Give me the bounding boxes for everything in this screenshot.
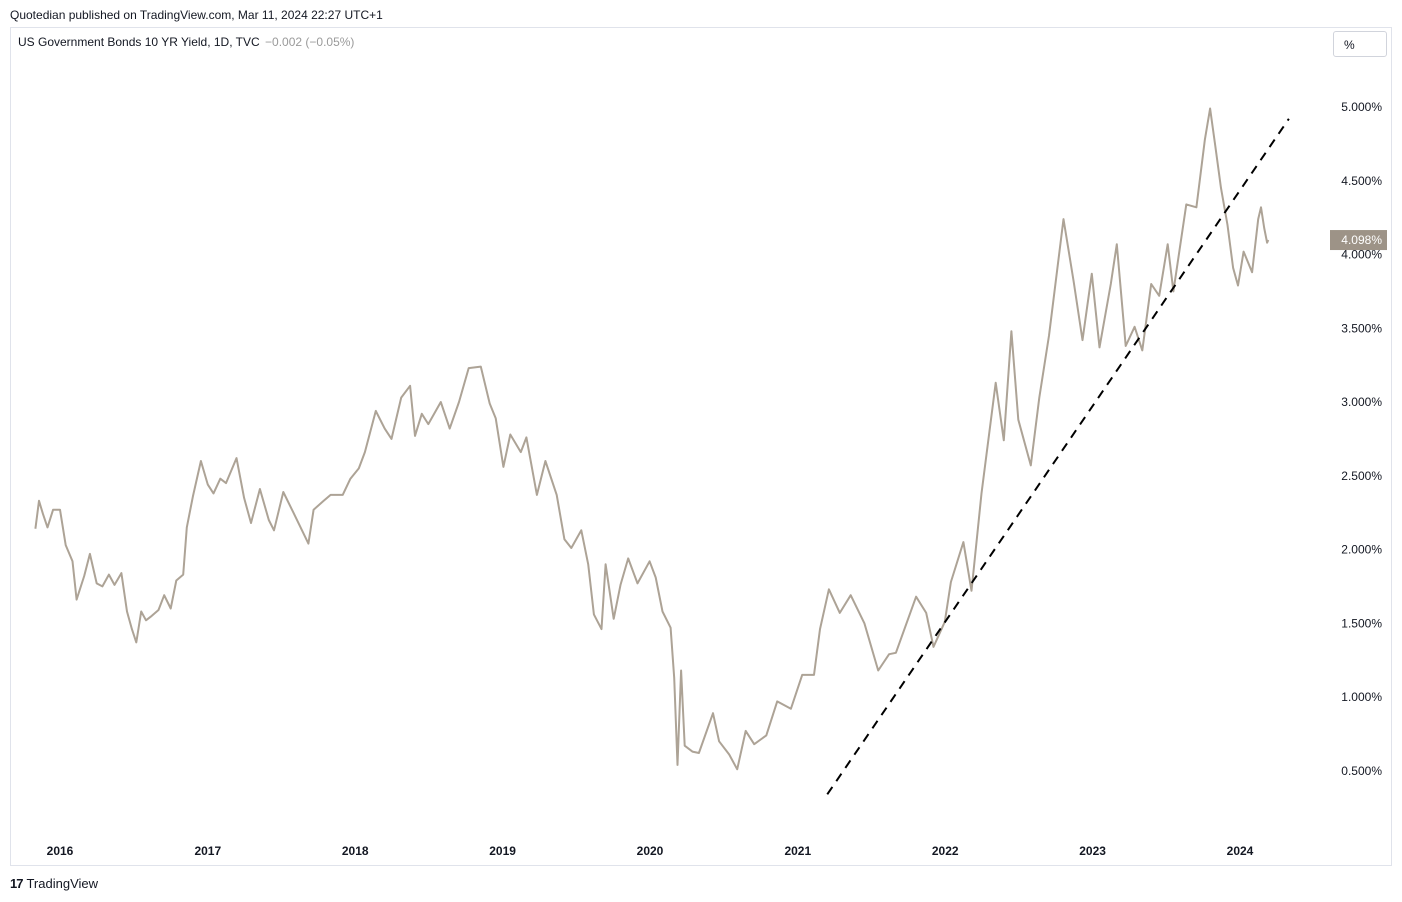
percent-scale-button[interactable]: % [1333, 31, 1387, 57]
x-tick-label: 2019 [489, 844, 516, 858]
chart-frame[interactable] [10, 27, 1392, 866]
y-tick-label: 3.000% [1341, 395, 1382, 409]
brand-name: TradingView [26, 876, 99, 891]
time-axis[interactable]: 2016 2017 2018 2019 2020 2021 2022 2023 2024 [47, 844, 1254, 858]
y-tick-label: 1.500% [1341, 616, 1382, 630]
x-tick-label: 2016 [47, 844, 74, 858]
last-price-group: 4.098% [1330, 230, 1387, 251]
tradingview-logo-icon: 17 [10, 876, 24, 891]
symbol-title: US Government Bonds 10 YR Yield, 1D, TVC [18, 35, 260, 49]
y-tick-label: 3.500% [1341, 321, 1382, 335]
last-price-badge [1330, 230, 1387, 251]
series-line-0 [34, 107, 1270, 771]
footer-branding[interactable]: 17 TradingView [10, 876, 98, 891]
price-axis[interactable]: 0.500% 1.000% 1.500% 2.000% 2.500% 3.000% 3.50… [1341, 100, 1382, 778]
x-tick-label: 2024 [1227, 844, 1254, 858]
x-tick-label: 2017 [194, 844, 221, 858]
trendline-group[interactable] [826, 118, 1290, 795]
x-tick-label: 2021 [784, 844, 811, 858]
published-info: Quotedian published on TradingView.com, … [10, 8, 383, 22]
x-tick-label: 2020 [637, 844, 664, 858]
trendline-dashed[interactable] [826, 118, 1290, 795]
y-tick-label: 2.000% [1341, 543, 1382, 557]
y-tick-label: 4.000% [1341, 248, 1382, 262]
y-tick-label: 4.500% [1341, 174, 1382, 188]
price-change: −0.002 (−0.05%) [265, 35, 355, 49]
x-tick-label: 2023 [1079, 844, 1106, 858]
x-tick-label: 2022 [932, 844, 959, 858]
last-price-label: 4.098% [1341, 233, 1382, 247]
x-tick-label: 2018 [342, 844, 369, 858]
y-tick-label: 1.000% [1341, 690, 1382, 704]
y-tick-label: 0.500% [1341, 764, 1382, 778]
series-group [34, 107, 1270, 771]
symbol-legend[interactable]: US Government Bonds 10 YR Yield, 1D, TVC… [18, 35, 354, 49]
y-tick-label: 2.500% [1341, 469, 1382, 483]
y-tick-label: 5.000% [1341, 100, 1382, 114]
